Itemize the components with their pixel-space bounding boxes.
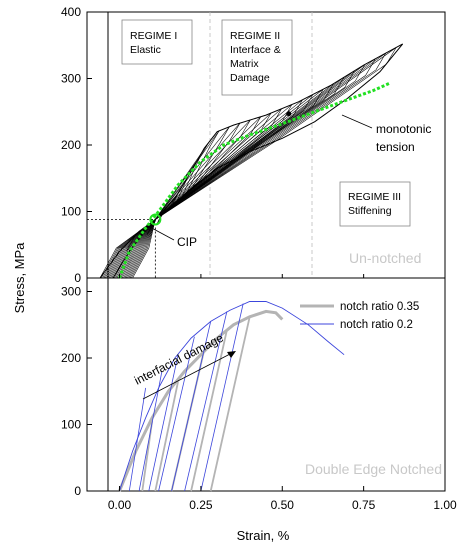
notched-cycle-line <box>158 336 195 492</box>
y-tick-label-bottom: 100 <box>61 418 81 432</box>
monotonic-label-line-1: monotonic <box>376 122 431 136</box>
y-tick-label-top: 0 <box>74 271 81 285</box>
monotonic-tension-curve <box>118 81 391 279</box>
legend: notch ratio 0.35 notch ratio 0.2 <box>300 301 419 331</box>
cyclic-loop-line <box>111 126 230 279</box>
cyclic-loop-line <box>116 112 272 279</box>
cyclic-loop-line <box>123 88 324 279</box>
x-tick-label: 0.25 <box>189 498 213 512</box>
cyclic-unload-line <box>155 47 397 220</box>
notched-series-notch-ratio-0.2 <box>119 301 345 492</box>
cyclic-unload-line <box>155 58 376 220</box>
cyclic-envelope-upper <box>99 43 403 279</box>
axes-ticks: 0.00 0.25 0.50 0.75 1.00 0 100 200 300 400 0 100 200… <box>61 5 457 512</box>
interfacial-damage-arrow <box>142 352 233 400</box>
cyclic-loop-line <box>106 176 189 279</box>
regime-1-line-1: REGIME I <box>130 30 177 42</box>
y-tick-label-top: 400 <box>61 5 81 19</box>
cyclic-loop-line <box>127 70 355 279</box>
notched-cycle-line <box>209 316 251 492</box>
cyclic-loop-line <box>121 94 314 279</box>
regime-3-line-1: REGIME III <box>348 191 401 203</box>
notched-cycle-line <box>171 321 212 492</box>
cyclic-loop-line <box>125 76 345 279</box>
bottom-plot-content <box>118 301 345 492</box>
regime-3-box: REGIME III Stiffening <box>339 181 411 227</box>
x-axis-title: Strain, % <box>237 528 290 543</box>
cyclic-unload-line <box>155 52 387 220</box>
y-tick-label-top: 100 <box>61 205 81 219</box>
cip-label: CIP <box>177 235 197 249</box>
monotonic-label-line-2: tension <box>376 140 415 154</box>
regime-2-line-4: Damage <box>230 72 270 84</box>
cyclic-loop-line <box>110 130 220 279</box>
regime-2-line-3: Matrix <box>230 58 259 70</box>
regime-1-box: REGIME I Elastic <box>121 19 193 65</box>
bottom-plot-frame <box>86 277 446 492</box>
cyclic-loop-line <box>131 52 386 279</box>
notched-cycle-line <box>190 329 228 492</box>
legend-label-0.2: notch ratio 0.2 <box>340 319 413 331</box>
notched-cycle-line <box>200 303 244 492</box>
x-tick-label: 0.75 <box>352 498 376 512</box>
x-tick-label: 1.00 <box>433 498 457 512</box>
y-tick-label-bottom: 200 <box>61 351 81 365</box>
notched-series-notch-ratio-0.35 <box>118 309 284 492</box>
cyclic-loop-line <box>129 58 376 279</box>
regime-2-box: REGIME II Interface & Matrix Damage <box>221 19 293 96</box>
loop-apex-dot <box>286 111 292 117</box>
top-plot-content <box>87 43 404 279</box>
y-axis-title: Stress, MPa <box>12 242 27 314</box>
interfacial-damage-arrowhead <box>227 351 236 358</box>
notched-cycle-line <box>154 381 179 492</box>
cyclic-loop-line <box>132 47 397 279</box>
legend-label-0.35: notch ratio 0.35 <box>340 301 419 313</box>
y-tick-label-top: 300 <box>61 72 81 86</box>
regime-2-line-2: Interface & <box>230 44 281 56</box>
notched-cycle-line <box>184 311 228 492</box>
regime-1-line-2: Elastic <box>130 44 161 56</box>
notched-tag: Double Edge Notched <box>305 461 442 477</box>
y-tick-label-bottom: 0 <box>74 484 81 498</box>
x-tick-label: 0.00 <box>108 498 132 512</box>
cyclic-loop-line <box>120 99 303 279</box>
cyclic-loop-line <box>124 83 334 279</box>
cyclic-loop-line <box>119 104 293 279</box>
cip-pointer <box>147 225 175 241</box>
cyclic-loop-line <box>128 64 366 279</box>
regime-2-line-1: REGIME II <box>230 30 280 42</box>
unnotched-tag: Un-notched <box>349 250 421 266</box>
regime-3-line-2: Stiffening <box>348 205 392 217</box>
cip-marker <box>149 213 162 226</box>
x-tick-label: 0.50 <box>271 498 295 512</box>
notched-cycle-line <box>148 354 179 492</box>
y-tick-label-bottom: 300 <box>61 285 81 299</box>
y-tick-label-top: 200 <box>61 138 81 152</box>
monotonic-pointer <box>341 114 373 129</box>
